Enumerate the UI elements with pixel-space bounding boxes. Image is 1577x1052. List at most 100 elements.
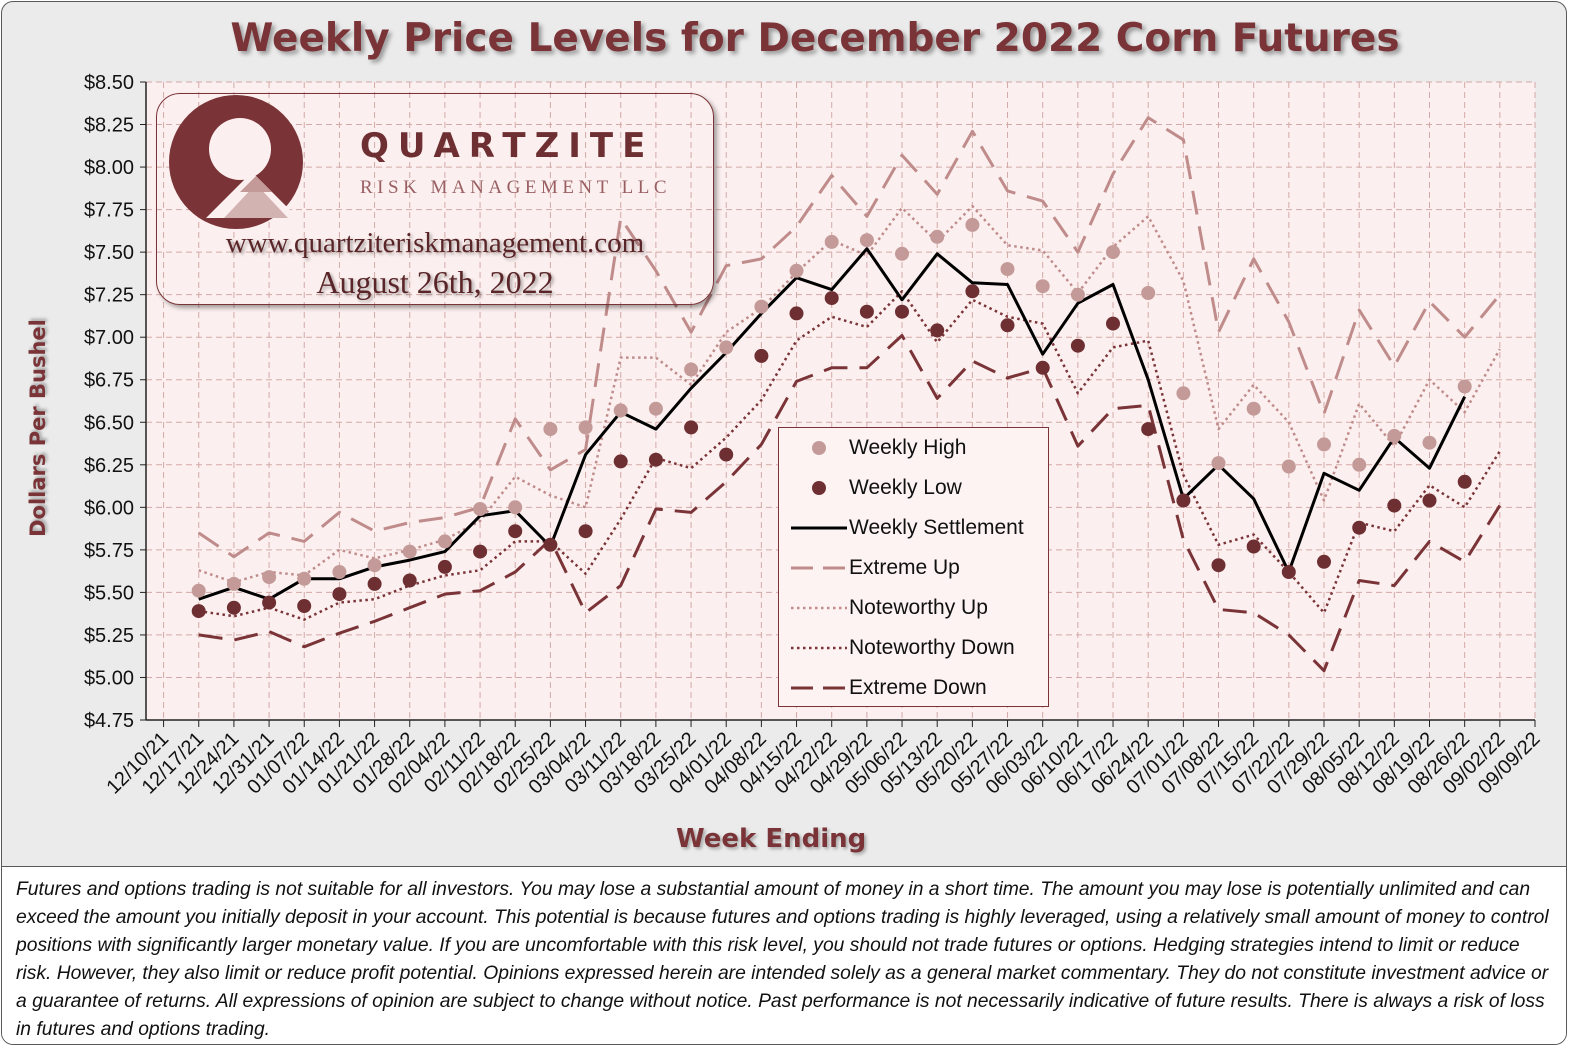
low-point (1317, 554, 1331, 569)
high-point (367, 558, 382, 573)
high-point (1281, 459, 1296, 474)
high-point (191, 583, 206, 598)
y-tick-label: $5.75 (84, 540, 134, 562)
y-tick-label: $7.25 (84, 285, 134, 307)
low-point (191, 604, 206, 619)
y-tick-label: $7.50 (84, 242, 134, 264)
high-point (1141, 286, 1156, 300)
high-point (1387, 428, 1402, 443)
high-point (543, 422, 558, 437)
low-point (648, 452, 663, 467)
high-point (297, 571, 312, 586)
high-point (1070, 287, 1085, 302)
high-point (648, 401, 663, 416)
y-axis-title: Dollars Per Bushel (26, 319, 50, 537)
high-point (1246, 401, 1261, 416)
legend-label: Weekly High (849, 436, 967, 459)
low-point (719, 447, 734, 462)
y-tick-label: $7.00 (84, 327, 134, 349)
low-point (332, 587, 347, 602)
low-point (930, 323, 945, 338)
low-point (1141, 422, 1156, 437)
high-point (1106, 245, 1120, 260)
high-point (930, 229, 945, 244)
low-point (402, 573, 417, 588)
legend-item-weekly-settlement: Weekly Settlement (779, 508, 1050, 548)
y-tick-label: $6.75 (84, 370, 134, 392)
high-point (1035, 279, 1050, 294)
low-point (684, 420, 699, 435)
low-point (1387, 498, 1402, 513)
low-point (1106, 316, 1120, 331)
high-point (684, 362, 699, 377)
low-point (1070, 338, 1085, 353)
low-point (437, 559, 452, 574)
y-tick-label: $8.00 (84, 157, 134, 179)
low-point (1422, 493, 1437, 508)
high-point (859, 233, 874, 248)
legend-item-noteworthy-up: Noteworthy Up (779, 588, 1050, 628)
disclaimer: Futures and options trading is not suita… (2, 866, 1566, 1044)
quartzite-logo-icon (169, 95, 303, 229)
legend-label: Noteworthy Down (849, 636, 1015, 659)
low-point (262, 595, 277, 610)
series-line-noteworthy-down (198, 290, 1501, 621)
high-point (1352, 457, 1367, 472)
legend-item-noteworthy-down: Noteworthy Down (779, 628, 1050, 668)
low-point (824, 291, 839, 306)
high-point (895, 246, 909, 261)
series-line-weekly-settlement (198, 247, 1467, 601)
low-point (543, 537, 558, 552)
high-point (1000, 262, 1015, 277)
chart-title: Weekly Price Levels for December 2022 Co… (230, 16, 1400, 61)
legend-label: Weekly Settlement (849, 516, 1024, 539)
y-tick-label: $4.75 (84, 710, 134, 732)
series-line-extreme-up (197, 116, 1501, 559)
high-point (226, 576, 241, 591)
high-point (789, 263, 804, 278)
y-tick-label: $7.75 (84, 200, 134, 222)
low-point (226, 600, 241, 615)
high-point (1176, 386, 1191, 401)
x-axis-title: Week Ending (676, 824, 867, 854)
website-url: www.quartziteriskmanagement.com (225, 227, 645, 259)
high-point (262, 570, 277, 585)
high-point (402, 544, 417, 559)
high-point (719, 340, 734, 355)
high-point (1317, 437, 1331, 452)
high-point (754, 299, 769, 314)
brand-subtitle: RISK MANAGEMENT LLC (360, 177, 672, 198)
low-point (895, 304, 909, 319)
low-point (578, 524, 593, 539)
legend-label: Extreme Up (849, 556, 960, 579)
high-point (1422, 435, 1437, 450)
high-point (1457, 379, 1472, 394)
report-date: August 26th, 2022 (316, 264, 554, 300)
low-point (367, 576, 382, 591)
low-point (1352, 520, 1367, 535)
low-point (965, 284, 980, 299)
low-point (1035, 360, 1050, 375)
y-tick-label: $8.50 (84, 72, 134, 94)
brand-name: QUARTZITE (360, 126, 655, 166)
legend-label: Noteworthy Up (849, 596, 988, 619)
y-tick-label: $5.00 (84, 667, 134, 689)
low-point (473, 544, 488, 559)
legend-label: Weekly Low (849, 476, 962, 499)
legend-item-weekly-high: Weekly High (779, 428, 1050, 468)
high-point (508, 500, 523, 515)
y-tick-label: $6.50 (84, 412, 134, 434)
low-point (1246, 539, 1261, 554)
low-point (1281, 565, 1296, 579)
legend-item-weekly-low: Weekly Low (779, 468, 1050, 508)
legend: Weekly High Weekly Low Weekly Settlement… (778, 427, 1049, 707)
high-point (578, 420, 593, 435)
y-tick-label: $6.00 (84, 497, 134, 519)
y-tick-label: $6.25 (84, 455, 134, 477)
low-point (1457, 474, 1472, 489)
low-point (508, 524, 523, 539)
y-tick-label: $5.50 (84, 582, 134, 604)
high-point (473, 502, 488, 516)
low-point (1176, 493, 1191, 508)
